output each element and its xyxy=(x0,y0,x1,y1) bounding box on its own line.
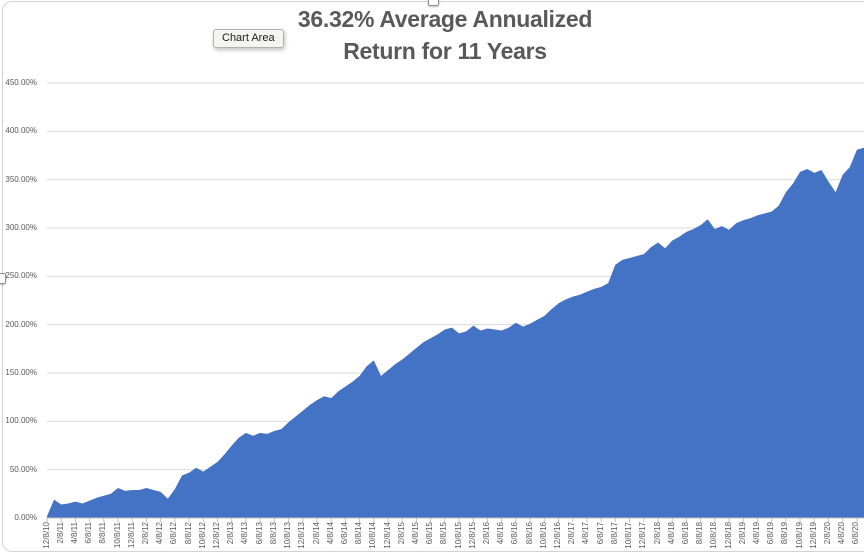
y-axis-label[interactable]: 300.00% xyxy=(5,223,37,232)
x-axis-label[interactable]: 12/8/11 xyxy=(126,522,136,549)
x-axis-label[interactable]: 6/8/18 xyxy=(680,522,690,545)
x-axis-label[interactable]: 8/8/16 xyxy=(524,522,534,545)
y-axis-label[interactable]: 200.00% xyxy=(5,319,37,329)
x-axis-label[interactable]: 4/8/11 xyxy=(69,522,79,544)
x-axis-label[interactable]: 4/8/18 xyxy=(666,522,676,545)
x-axis-label[interactable]: 8/8/12 xyxy=(183,522,193,545)
x-axis-label[interactable]: 6/8/15 xyxy=(425,522,435,545)
x-axis-label[interactable]: 12/8/12 xyxy=(212,522,221,549)
selection-handle-top[interactable] xyxy=(428,0,439,6)
x-axis-label[interactable]: 2/8/18 xyxy=(652,522,662,545)
y-axis-label[interactable]: 150.00% xyxy=(5,368,37,377)
x-axis-label[interactable]: 4/8/20 xyxy=(837,522,847,545)
x-axis-label[interactable]: 4/8/15 xyxy=(410,522,420,545)
x-axis-label[interactable]: 10/8/14 xyxy=(368,522,378,549)
x-axis-label[interactable]: 2/8/11 xyxy=(55,522,65,544)
x-axis-label[interactable]: 12/8/18 xyxy=(723,522,733,549)
x-axis-label[interactable]: 6/8/19 xyxy=(766,522,776,545)
x-axis-label[interactable]: 10/8/15 xyxy=(453,522,463,549)
chart-area-tooltip: Chart Area xyxy=(213,29,284,48)
x-axis-label[interactable]: 10/8/19 xyxy=(794,522,804,549)
x-axis-label[interactable]: 8/8/19 xyxy=(780,522,790,545)
chart-title-line1: 36.32% Average Annualized xyxy=(297,6,593,32)
x-axis-label[interactable]: 2/8/17 xyxy=(567,522,577,545)
x-axis-label[interactable]: 8/8/13 xyxy=(268,522,278,545)
x-axis-label[interactable]: 10/8/11 xyxy=(112,522,122,549)
x-axis-label[interactable]: 8/8/11 xyxy=(98,522,108,544)
x-axis-label[interactable]: 12/8/17 xyxy=(638,522,648,549)
selection-handle-left[interactable] xyxy=(0,273,6,284)
x-axis-label[interactable]: 10/8/18 xyxy=(709,522,719,549)
x-axis-label[interactable]: 4/8/17 xyxy=(581,522,591,545)
x-axis-label[interactable]: 4/8/14 xyxy=(325,522,335,545)
x-axis-label[interactable]: 2/8/15 xyxy=(396,522,406,545)
x-axis-label[interactable]: 12/8/10 xyxy=(41,522,51,549)
y-axis-label[interactable]: 250.00% xyxy=(5,271,37,281)
x-axis-label[interactable]: 8/8/17 xyxy=(609,522,619,545)
x-axis-label[interactable]: 10/8/16 xyxy=(538,522,548,549)
x-axis-label[interactable]: 12/8/16 xyxy=(553,522,562,549)
x-axis-label[interactable]: 4/8/13 xyxy=(240,522,250,545)
x-axis-label[interactable]: 10/8/12 xyxy=(197,522,207,549)
x-axis-label[interactable]: 2/8/16 xyxy=(482,522,491,545)
x-axis-label[interactable]: 8/8/15 xyxy=(439,522,449,545)
y-axis-label[interactable]: 450.00% xyxy=(5,78,37,87)
x-axis-label[interactable]: 12/8/14 xyxy=(382,522,392,549)
x-axis-label[interactable]: 6/8/17 xyxy=(595,522,605,545)
x-axis-label[interactable]: 12/8/13 xyxy=(297,522,307,549)
x-axis-label[interactable]: 2/8/13 xyxy=(226,522,236,545)
x-axis-label[interactable]: 2/8/20 xyxy=(823,522,832,545)
x-axis-label[interactable]: 4/8/12 xyxy=(155,522,165,545)
x-axis-label[interactable]: 2/8/12 xyxy=(141,522,150,545)
y-axis-label[interactable]: 350.00% xyxy=(5,174,37,184)
x-axis-label[interactable]: 8/8/18 xyxy=(695,522,705,545)
y-axis-label[interactable]: 0.00% xyxy=(14,513,37,522)
x-axis-label[interactable]: 10/8/17 xyxy=(624,522,634,549)
x-axis-label[interactable]: 2/8/19 xyxy=(737,522,747,545)
x-axis-label[interactable]: 6/8/14 xyxy=(339,522,349,545)
y-axis-label[interactable]: 400.00% xyxy=(5,126,37,136)
x-axis-label[interactable]: 6/8/16 xyxy=(510,522,520,545)
x-axis-label[interactable]: 6/8/11 xyxy=(84,522,94,544)
x-axis-label[interactable]: 6/8/20 xyxy=(851,522,861,545)
y-axis-label[interactable]: 50.00% xyxy=(9,464,37,474)
chart-title-line2: Return for 11 Years xyxy=(343,38,547,64)
x-axis-label[interactable]: 8/8/14 xyxy=(354,522,364,545)
x-axis-label[interactable]: 4/8/19 xyxy=(751,522,761,545)
x-axis-label[interactable]: 2/8/14 xyxy=(311,522,321,545)
return-area-series[interactable] xyxy=(47,147,864,519)
x-axis-label[interactable]: 6/8/12 xyxy=(169,522,179,545)
x-axis-label[interactable]: 12/8/19 xyxy=(808,522,818,549)
x-axis-label[interactable]: 6/8/13 xyxy=(254,522,264,545)
y-axis-label[interactable]: 100.00% xyxy=(5,416,37,426)
x-axis-label[interactable]: 10/8/13 xyxy=(283,522,292,549)
x-axis-label[interactable]: 4/8/16 xyxy=(496,522,506,545)
x-axis-label[interactable]: 12/8/15 xyxy=(467,522,477,549)
chart-title[interactable]: 36.32% Average Annualized Return for 11 … xyxy=(260,3,630,67)
